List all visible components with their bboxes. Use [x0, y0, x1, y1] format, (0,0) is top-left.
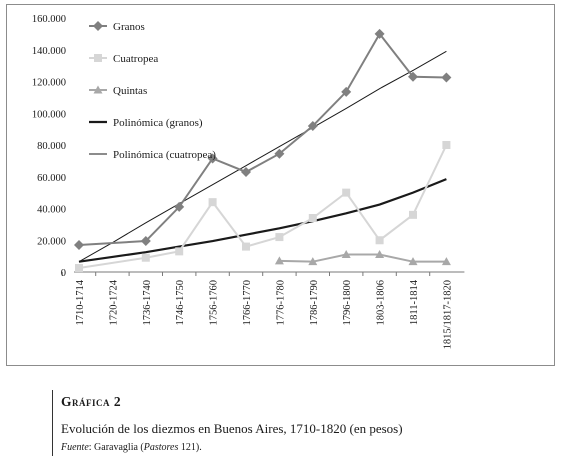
y-tick-label: 120.000 [32, 78, 66, 89]
caption-label: Gráfica 2 [61, 394, 122, 409]
legend-item: Granos [89, 21, 145, 33]
trendlines [78, 50, 447, 263]
x-tick-label: 1803-1806 [376, 280, 387, 326]
x-tick-label: 1815/1817-1820 [442, 280, 453, 349]
data-point [409, 210, 417, 219]
legend-label: Granos [113, 21, 145, 33]
x-tick-label: 1796-1800 [342, 280, 353, 326]
line-chart: 0 20.000 40.000 60.000 80.000 100.000 120.000 1… [32, 14, 465, 349]
series-quintas [274, 250, 451, 266]
data-point [75, 264, 83, 273]
y-tick-label: 160.000 [32, 14, 66, 25]
data-point [442, 141, 451, 149]
x-tick-label: 1766-1770 [242, 280, 253, 326]
legend-label: Quintas [113, 85, 147, 97]
data-point [274, 148, 285, 159]
data-point [441, 257, 451, 266]
data-point [141, 253, 150, 262]
source-work: Pastores [143, 442, 179, 453]
x-tick-label: 1811-1814 [409, 279, 420, 325]
legend-item: Polinómica (granos) [89, 117, 203, 129]
data-series [74, 28, 452, 273]
data-point [175, 247, 184, 256]
series-cuatropea [75, 141, 451, 273]
trendline-polin-mica-cuatropea- [78, 50, 447, 263]
data-point [140, 236, 151, 247]
tick-labels: 0 20.000 40.000 60.000 80.000 100.000 120.000 1… [32, 14, 454, 349]
x-tick-label: 1746-1750 [175, 280, 186, 326]
figure-caption: Gráfica 2 Evolución de los diezmos en Bu… [52, 390, 552, 456]
y-tick-label: 20.000 [37, 236, 66, 247]
trendline-polin-mica-granos- [78, 178, 447, 263]
data-point [242, 242, 250, 251]
series-line [78, 32, 447, 247]
series-line [279, 253, 447, 263]
y-tick-label: 80.000 [37, 141, 66, 152]
legend-item: Cuatropea [89, 53, 158, 65]
caption-title: Evolución de los diezmos en Buenos Aires… [61, 421, 403, 436]
data-point [375, 236, 384, 245]
source-prefix: Fuente [61, 442, 89, 453]
legend-label: Cuatropea [113, 53, 158, 65]
legend-item: Quintas [89, 85, 147, 97]
data-point [341, 250, 351, 259]
axes [61, 271, 465, 276]
data-point [174, 201, 185, 212]
source-mid: : Garavaglia ( [88, 442, 144, 453]
data-point [441, 72, 452, 83]
legend-marker [93, 21, 103, 31]
x-tick-label: 1710-1714 [75, 279, 86, 325]
data-point [408, 71, 418, 82]
data-point [274, 256, 284, 265]
data-point [241, 166, 251, 177]
x-tick-label: 1736-1740 [142, 280, 153, 326]
data-point [307, 120, 318, 131]
data-point [308, 257, 318, 266]
legend-label: Polinómica (granos) [113, 117, 203, 129]
legend-marker [94, 54, 102, 62]
y-tick-label: 140.000 [32, 46, 66, 57]
y-tick-label: 100.000 [32, 109, 66, 120]
y-tick-label: 60.000 [37, 173, 66, 184]
x-tick-label: 1720-1724 [108, 279, 119, 325]
x-tick-label: 1786-1790 [309, 280, 320, 326]
x-tick-label: 1776-1780 [275, 280, 286, 326]
series-granos [74, 28, 452, 251]
y-tick-label: 0 [61, 268, 66, 279]
legend-marker [93, 85, 103, 94]
chart-frame: 0 20.000 40.000 60.000 80.000 100.000 120.000 1… [6, 4, 555, 366]
legend-label: Polinómica (cuatropea) [113, 149, 216, 161]
data-point [341, 86, 352, 97]
data-point [342, 188, 351, 197]
data-point [308, 214, 317, 223]
data-point [375, 250, 385, 259]
legend-item: Polinómica (cuatropea) [89, 149, 216, 161]
data-point [275, 233, 284, 242]
data-point [408, 257, 418, 266]
legend: Granos Cuatropea Quintas Polinómica (granos… [89, 21, 216, 161]
y-tick-label: 40.000 [37, 205, 66, 216]
data-point [208, 198, 217, 207]
x-tick-label: 1756-1760 [209, 280, 220, 326]
data-point [207, 153, 218, 164]
data-point [74, 240, 84, 251]
caption-source: Fuente: Garavaglia (Pastores 121). [61, 442, 202, 453]
source-end: 121). [178, 442, 202, 453]
data-point [374, 28, 385, 39]
